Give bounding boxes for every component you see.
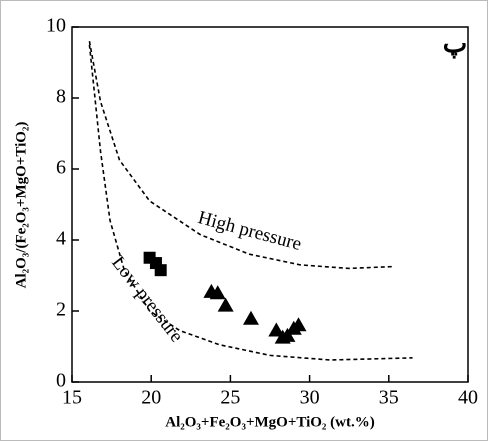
x-tick-label: 40 [458,387,478,409]
y-tick-label: 10 [46,15,66,37]
triangle-point [290,317,307,332]
triangle-point [209,285,226,300]
panel-label: پ [443,29,467,59]
y-tick-label: 6 [56,157,66,179]
triangle-point [268,322,285,337]
y-tick-label: 8 [56,86,66,108]
x-tick-label: 15 [62,387,82,409]
curve [88,41,393,270]
y-tick-label: 0 [56,370,66,392]
triangle-point [217,297,234,312]
y-tick-label: 4 [56,228,66,250]
plot-area [71,26,469,383]
y-axis-label: Al₂O₃/(Fe₂O₃+MgO+TiO₂) [13,122,29,289]
curve [88,44,413,361]
x-axis-label: Al₂O₃+Fe₂O₃+MgO+TiO₂ (wt.%) [165,414,375,430]
triangle-point [279,327,296,342]
x-tick-label: 35 [379,387,399,409]
triangle-point [242,310,259,325]
x-tick-label: 30 [300,387,320,409]
x-tick-label: 20 [141,387,161,409]
square-point [154,264,167,277]
y-tick-label: 2 [56,299,66,321]
x-tick-label: 25 [220,387,240,409]
